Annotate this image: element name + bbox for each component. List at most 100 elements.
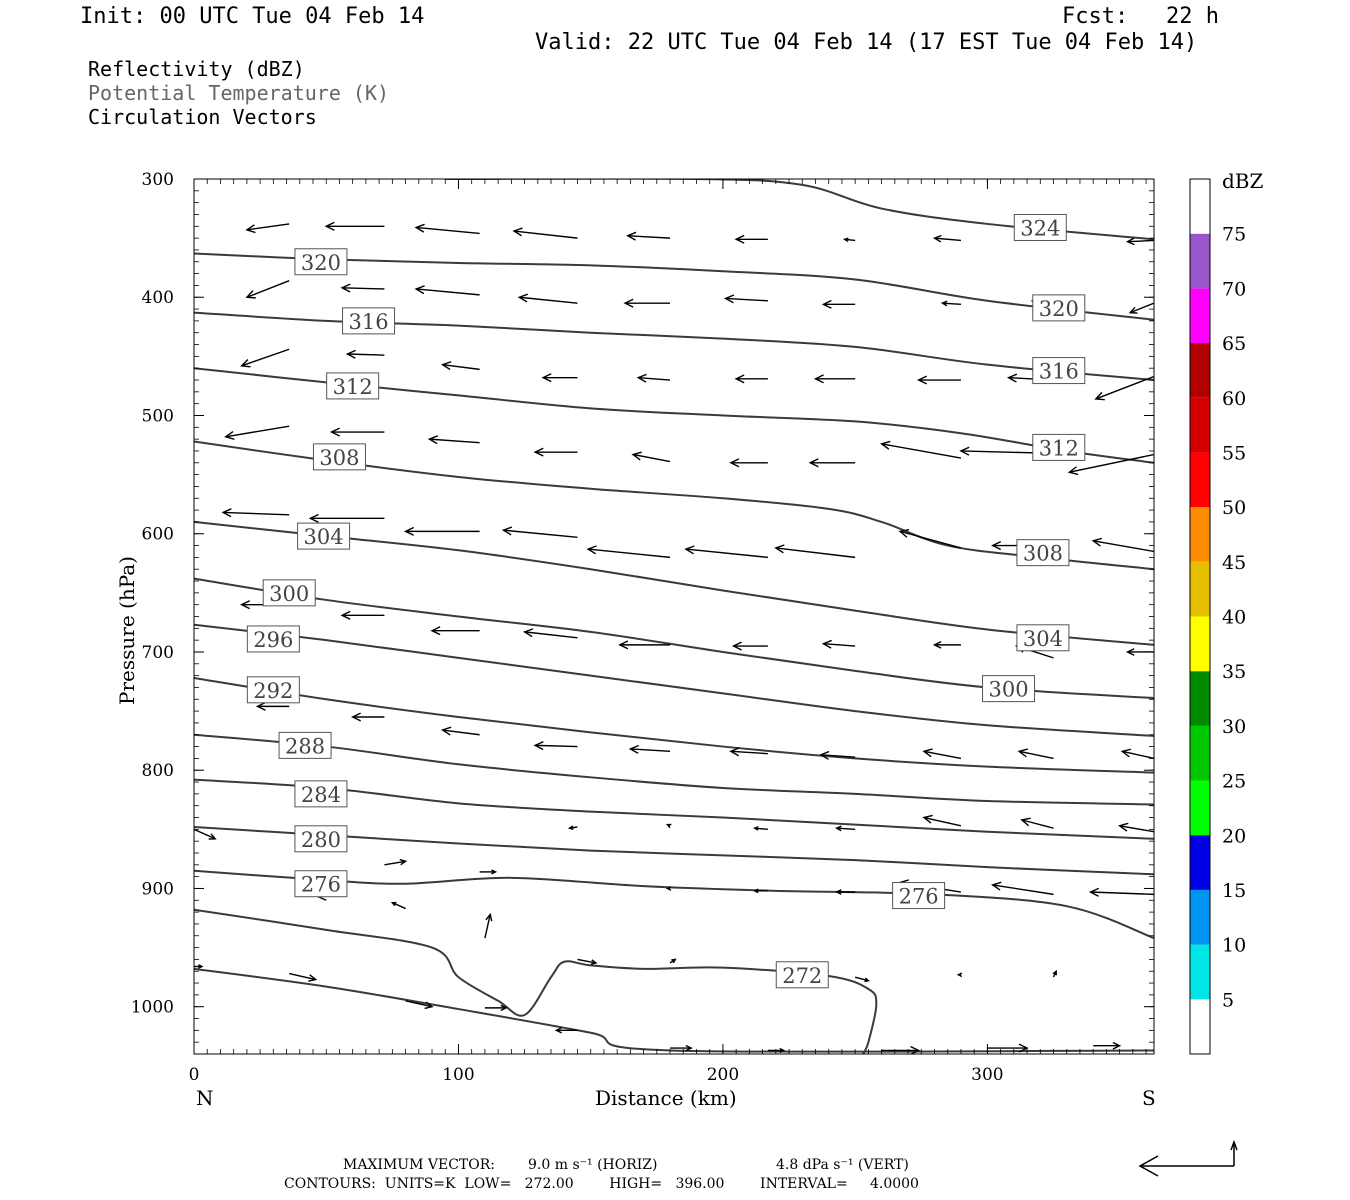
colorbar-segment: [1190, 288, 1210, 344]
colorbar-level-label: 10: [1222, 935, 1246, 957]
contour-label: 324: [1020, 216, 1060, 240]
colorbar-level-label: 50: [1222, 497, 1246, 519]
circulation-vector: [1091, 537, 1154, 553]
circulation-vector: [1118, 822, 1154, 833]
y-tick-label: 300: [142, 170, 174, 190]
contour-label-box: [1016, 539, 1070, 567]
contour-label: 320: [1039, 297, 1079, 321]
circulation-vector: [484, 912, 493, 939]
colorbar-segment: [1190, 671, 1210, 726]
contour-label-box: [342, 307, 396, 335]
circulation-vector: [734, 374, 768, 384]
circulation-vector: [340, 283, 385, 293]
theta-contour: [194, 869, 1154, 940]
circulation-vector: [405, 1000, 434, 1010]
colorbar-segment: [1190, 179, 1210, 234]
contour-label-box: [1032, 294, 1086, 322]
colorbar-level-label: 65: [1222, 333, 1246, 355]
colorbar-level-label: 45: [1222, 552, 1246, 574]
y-tick-label: 900: [142, 879, 174, 899]
circulation-vector: [734, 234, 768, 244]
theta-contour: [194, 623, 1154, 737]
colorbar-segment: [1190, 725, 1210, 781]
circulation-vector: [1120, 748, 1154, 760]
x-axis-label: Distance (km): [595, 1086, 737, 1110]
colorbar-segment: [1190, 561, 1210, 617]
circulation-vector: [324, 221, 385, 231]
max-vector-horizontal: 9.0 m s⁻¹ (HORIZ): [528, 1157, 658, 1173]
circulation-vector: [403, 526, 480, 536]
colorbar-level-label: 15: [1222, 880, 1246, 902]
contour-label-box: [294, 248, 348, 276]
contour-label: 308: [319, 446, 359, 470]
circulation-vector: [854, 976, 870, 983]
max-vector-label: MAXIMUM VECTOR:: [343, 1157, 495, 1173]
theta-contour: [194, 676, 1154, 774]
circulation-vector: [880, 440, 962, 459]
circulation-vector: [533, 741, 578, 751]
south-end-label: S: [1142, 1086, 1156, 1110]
colorbar-segment: [1190, 616, 1210, 672]
circulation-vector: [414, 285, 480, 296]
circulation-vector: [731, 641, 768, 651]
theta-contour: [445, 179, 1154, 241]
contour-label-box: [278, 731, 332, 759]
x-tick-label: 300: [971, 1065, 1003, 1085]
contour-label-box: [294, 780, 348, 808]
circulation-vector: [194, 828, 217, 840]
valid-time: Valid: 22 UTC Tue 04 Feb 14 (17 EST Tue …: [535, 30, 1198, 55]
y-tick-label: 800: [142, 761, 174, 781]
colorbar-level-label: 70: [1222, 278, 1246, 300]
contour-label-box: [294, 825, 348, 853]
contour-label-box: [982, 675, 1036, 703]
forecast-hour: 22 h: [1166, 4, 1219, 29]
circulation-vector: [821, 639, 856, 649]
north-end-label: N: [196, 1086, 214, 1110]
contour-label: 296: [253, 628, 293, 652]
contour-label: 300: [988, 678, 1028, 702]
circulation-vector: [932, 641, 961, 649]
circulation-vector: [626, 231, 671, 241]
circulation-vector: [501, 526, 578, 538]
circulation-vector: [665, 823, 672, 829]
contour-label-box: [892, 882, 946, 910]
circulation-vector: [1052, 969, 1057, 978]
circulation-vector: [240, 348, 290, 368]
contour-label: 272: [782, 964, 822, 988]
y-tick-label: 400: [142, 288, 174, 308]
circulation-vector: [636, 373, 671, 383]
contour-label-box: [1032, 357, 1086, 385]
circulation-vector: [308, 513, 385, 523]
circulation-vector: [932, 234, 962, 243]
contour-label: 292: [253, 679, 293, 703]
colorbar-segment: [1190, 999, 1210, 1054]
circulation-vector: [1088, 887, 1154, 897]
circulation-vector: [245, 280, 290, 299]
circulation-vector: [842, 237, 856, 243]
colorbar-segment: [1190, 835, 1210, 890]
theta-contour: [194, 733, 1154, 806]
colorbar-segment: [1190, 233, 1210, 289]
circulation-vector: [577, 958, 598, 965]
max-vector-vertical: 4.8 dPa s⁻¹ (VERT): [776, 1157, 909, 1173]
circulation-vector: [940, 300, 961, 307]
circulation-vector: [835, 825, 856, 832]
circulation-vector: [329, 427, 385, 437]
circulation-vector: [1094, 375, 1154, 401]
circulation-vector: [384, 858, 408, 866]
colorbar-level-label: 40: [1222, 607, 1246, 629]
theta-contour: [194, 908, 878, 1054]
circulation-vector: [753, 888, 768, 894]
colorbar-segment: [1190, 944, 1210, 1000]
circulation-vector: [194, 890, 195, 891]
x-tick-label: 100: [442, 1065, 474, 1085]
contour-label-box: [1016, 624, 1070, 652]
colorbar-segment: [1190, 452, 1210, 508]
circulation-vector: [956, 972, 963, 978]
circulation-vector: [554, 1027, 578, 1034]
circulation-vector: [835, 889, 856, 895]
circulation-vector: [484, 1004, 508, 1012]
theta-contour: [194, 440, 1154, 571]
contour-label: 316: [348, 310, 388, 334]
circulation-vector: [898, 529, 962, 549]
